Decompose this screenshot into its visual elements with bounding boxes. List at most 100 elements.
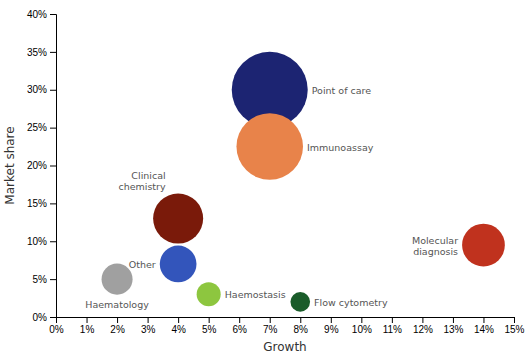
bubble-label-line: Molecular (412, 234, 458, 245)
y-tick-label: 5% (33, 274, 48, 285)
y-tick: 10% (27, 236, 56, 247)
x-tick-label: 5% (202, 324, 217, 335)
x-tick-mark (514, 317, 515, 323)
x-tick-mark (270, 317, 271, 323)
x-tick-label: 6% (232, 324, 247, 335)
bubble-label-line: Other (129, 258, 156, 269)
bubble-label-line: Point of care (312, 84, 372, 95)
x-tick-mark (392, 317, 393, 323)
bubble-label: Flow cytometry (314, 296, 388, 307)
x-tick: 14% (474, 317, 494, 335)
x-tick: 13% (443, 317, 463, 335)
x-tick-mark (148, 317, 149, 323)
x-tick-label: 0% (49, 324, 64, 335)
y-tick: 5% (33, 274, 56, 285)
y-tick-mark (50, 14, 56, 15)
x-tick: 0% (49, 317, 64, 335)
bubble-label: Moleculardiagnosis (412, 234, 458, 256)
x-tick: 7% (263, 317, 278, 335)
bubble-label-line: Haemostasis (225, 289, 286, 300)
x-axis-title: Growth (263, 340, 306, 354)
x-tick: 4% (171, 317, 186, 335)
y-tick-mark (50, 203, 56, 204)
y-tick-mark (50, 90, 56, 91)
bubble-label: Other (129, 258, 156, 269)
bubble (236, 113, 303, 180)
x-tick-label: 13% (443, 324, 463, 335)
bubble-label: Haemostasis (225, 289, 286, 300)
bubble-label: Clinicalchemistry (118, 170, 166, 192)
x-tick-label: 7% (263, 324, 278, 335)
x-tick-mark (422, 317, 423, 323)
bubble-label: Point of care (312, 84, 372, 95)
bubble-label-line: Immunoassay (307, 141, 374, 152)
bubble (197, 282, 221, 306)
x-tick: 6% (232, 317, 247, 335)
y-tick: 25% (27, 122, 56, 133)
plot: 0%1%2%3%4%5%6%7%8%9%10%11%12%13%14%15%0%… (3, 9, 525, 354)
bubble-label-line: Flow cytometry (314, 296, 388, 307)
bubble-labels: Point of care Immunoassay Clinicalchemistr… (85, 84, 458, 309)
x-tick-mark (331, 317, 332, 323)
x-tick-mark (178, 317, 179, 323)
bubbles (102, 52, 505, 312)
y-tick-label: 20% (27, 160, 47, 171)
y-tick: 20% (27, 160, 56, 171)
y-axis-line (50, 15, 57, 318)
x-tick-mark (87, 317, 88, 323)
bubble (290, 292, 310, 312)
y-tick-label: 30% (27, 84, 47, 95)
x-tick-label: 1% (80, 324, 95, 335)
y-tick: 15% (27, 198, 56, 209)
bubble-label: Immunoassay (307, 141, 374, 152)
y-tick: 30% (27, 84, 56, 95)
x-tick-label: 3% (141, 324, 156, 335)
y-tick-label: 40% (27, 9, 47, 20)
x-tick-label: 8% (294, 324, 309, 335)
x-tick-label: 4% (171, 324, 186, 335)
x-tick-mark (117, 317, 118, 323)
y-tick: 40% (27, 9, 56, 20)
bubble (160, 246, 197, 283)
x-tick: 3% (141, 317, 156, 335)
x-tick-label: 15% (504, 324, 524, 335)
y-tick-mark (50, 241, 56, 242)
bubble (153, 194, 203, 244)
bubble-label-line: diagnosis (413, 245, 458, 256)
y-tick-label: 0% (33, 312, 48, 323)
y-tick-mark (50, 52, 56, 53)
y-tick: 0% (33, 312, 56, 323)
bubble (462, 224, 505, 267)
chart: 0%1%2%3%4%5%6%7%8%9%10%11%12%13%14%15%0%… (0, 0, 530, 359)
y-tick: 35% (27, 47, 56, 58)
y-tick-label: 25% (27, 122, 47, 133)
x-tick: 9% (324, 317, 339, 335)
y-tick-mark (50, 128, 56, 129)
bubble-label-line: Haematology (85, 299, 149, 310)
x-tick-label: 12% (413, 324, 433, 335)
x-tick-label: 14% (474, 324, 494, 335)
y-tick-mark (50, 317, 56, 318)
x-tick-mark (453, 317, 454, 323)
x-tick-mark (361, 317, 362, 323)
x-tick: 12% (413, 317, 433, 335)
x-tick: 1% (80, 317, 95, 335)
x-tick-mark (300, 317, 301, 323)
x-tick-mark (209, 317, 210, 323)
bubble-label: Haematology (85, 299, 149, 310)
bubble-label-line: Clinical (131, 170, 165, 181)
x-axis-line (57, 318, 515, 324)
x-tick: 15% (504, 317, 524, 335)
bubble-label-line: chemistry (118, 181, 166, 192)
x-tick-mark (239, 317, 240, 323)
x-tick-mark (483, 317, 484, 323)
y-tick-mark (50, 279, 56, 280)
x-tick: 11% (383, 317, 402, 335)
y-axis-title: Market share (3, 126, 17, 204)
x-tick-label: 9% (324, 324, 339, 335)
y-tick-label: 35% (27, 47, 47, 58)
y-tick-label: 15% (27, 198, 47, 209)
x-tick: 10% (352, 317, 372, 335)
x-tick: 8% (294, 317, 309, 335)
x-tick-label: 10% (352, 324, 372, 335)
